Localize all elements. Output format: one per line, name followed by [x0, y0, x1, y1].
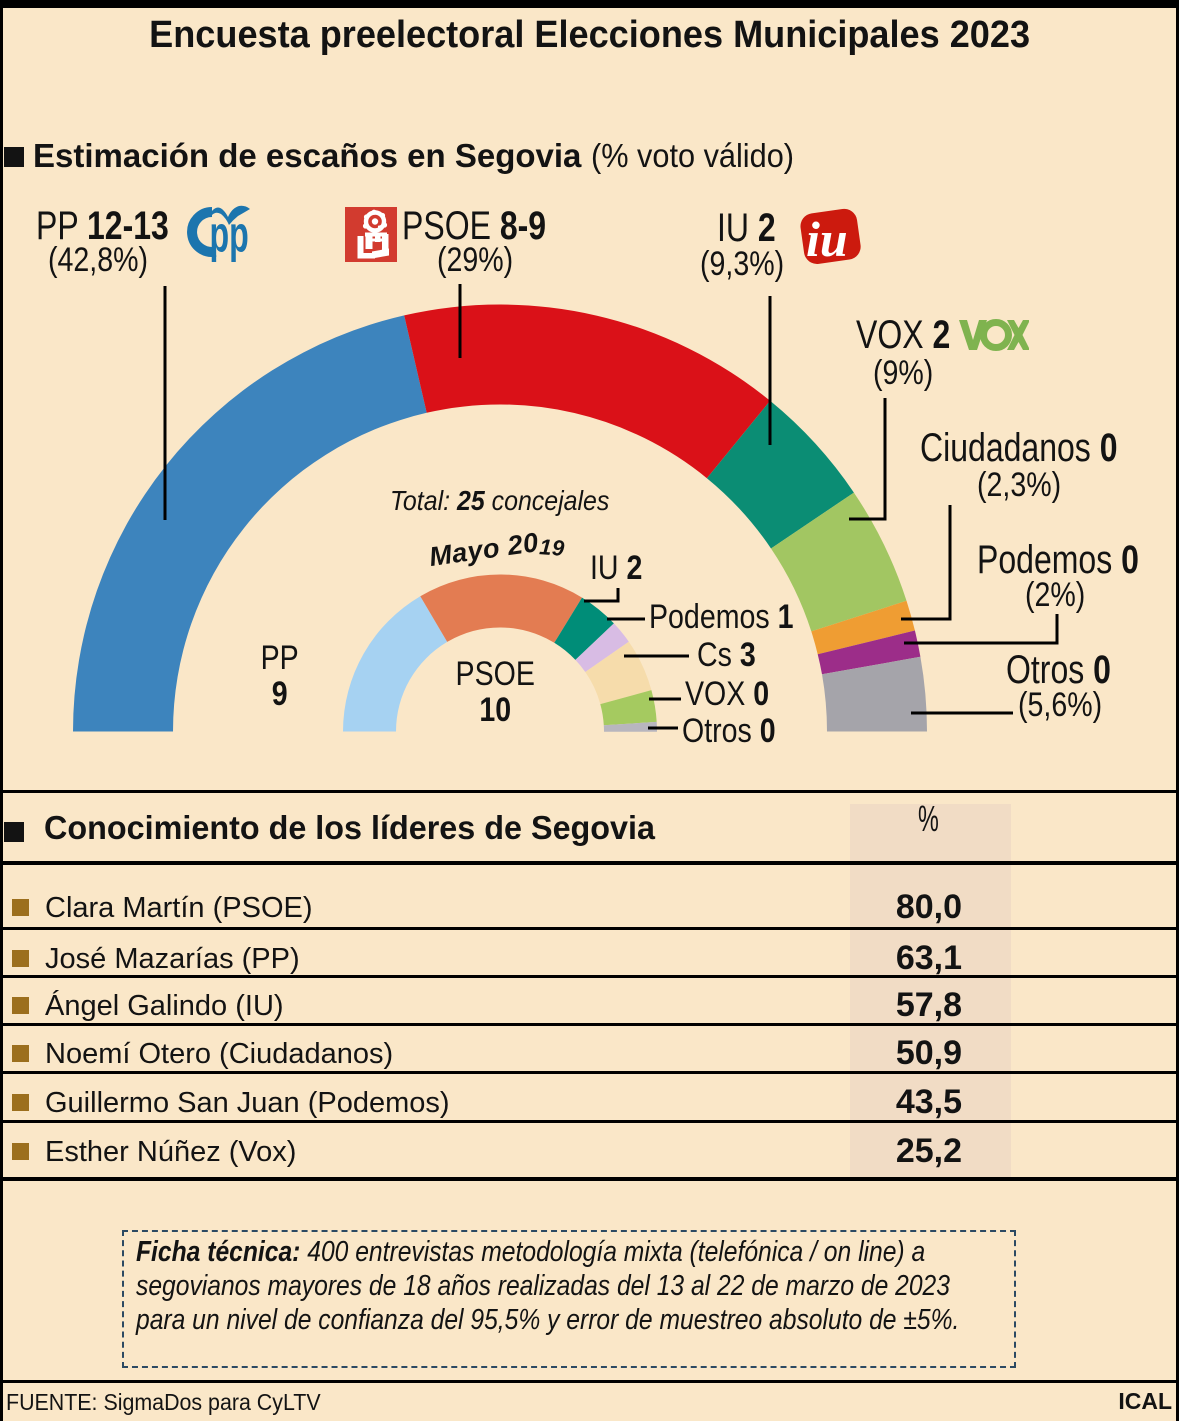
svg-text:iu: iu: [806, 211, 848, 266]
svg-text:pp: pp: [210, 206, 249, 263]
